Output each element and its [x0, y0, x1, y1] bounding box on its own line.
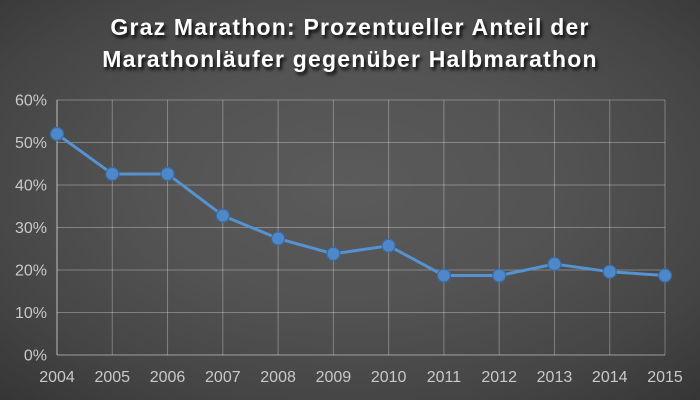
x-tick-label: 2010: [371, 369, 407, 386]
data-point-2011: [436, 268, 452, 283]
y-tick-label: 30%: [15, 220, 47, 237]
data-point-2012: [492, 268, 507, 283]
y-tick-label: 50%: [15, 135, 47, 152]
x-tick-label: 2006: [150, 369, 186, 386]
x-tick-label: 2005: [94, 369, 130, 386]
chart-title: Graz Marathon: Prozentueller Anteil der …: [0, 11, 700, 75]
data-point-2013: [547, 256, 562, 272]
x-tick-label: 2011: [427, 369, 462, 386]
x-tick-label: 2008: [260, 369, 296, 386]
data-point-2004: [49, 126, 65, 142]
x-tick-label: 2013: [537, 369, 573, 386]
y-tick-label: 0%: [24, 348, 47, 365]
y-tick-label: 60%: [15, 93, 47, 110]
y-tick-label: 40%: [15, 178, 47, 195]
x-tick-label: 2015: [647, 369, 683, 386]
chart-title-line-1: Graz Marathon: Prozentueller Anteil der: [110, 14, 590, 40]
data-point-2015: [657, 268, 673, 283]
data-point-2008: [270, 231, 286, 246]
y-tick-label: 20%: [15, 263, 47, 280]
x-tick-label: 2004: [39, 369, 75, 386]
x-tick-label: 2014: [592, 369, 628, 386]
line-series: [55, 132, 667, 278]
y-tick-label: 10%: [15, 305, 47, 322]
data-point-2014: [602, 264, 617, 279]
data-point-2007: [215, 208, 230, 223]
x-tick-label: 2012: [481, 369, 517, 386]
x-tick-label: 2007: [205, 369, 241, 386]
chart-title-line-2: Marathonläufer gegenüber Halbmarathon: [102, 46, 598, 72]
data-point-2010: [381, 238, 396, 253]
x-tick-label: 2009: [316, 369, 352, 386]
data-point-2005: [105, 166, 120, 182]
data-point-2009: [326, 246, 341, 261]
data-point-2006: [160, 166, 175, 182]
